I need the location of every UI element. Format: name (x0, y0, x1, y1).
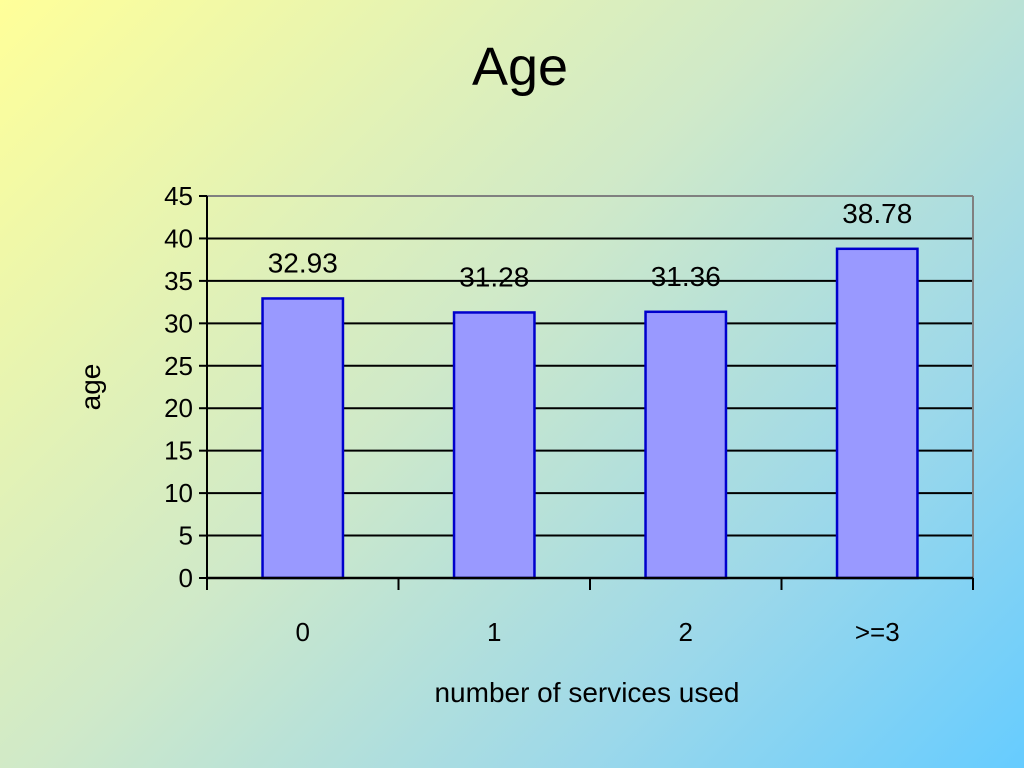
chart-title: Age (472, 37, 568, 97)
bars (261, 247, 919, 580)
data-label-3: 38.78 (842, 198, 912, 229)
y-tick-label: 0 (179, 563, 193, 593)
bar-1 (452, 311, 536, 580)
axes (199, 195, 974, 590)
y-tick-label: 10 (164, 478, 193, 508)
y-axis-label: age (75, 364, 106, 411)
y-tick-label: 5 (179, 521, 193, 551)
y-tick-label: 30 (164, 308, 193, 338)
y-tick-label: 35 (164, 266, 193, 296)
y-tick-label: 25 (164, 351, 193, 381)
y-tick-label: 20 (164, 393, 193, 423)
bar-3 (835, 247, 919, 580)
bar-2 (644, 310, 728, 580)
y-tick-label: 15 (164, 436, 193, 466)
data-label-2: 31.36 (651, 261, 721, 292)
y-tick-label: 40 (164, 223, 193, 253)
labels: 0 5 10 15 20 25 30 35 40 45 32.93 0 31.28 1 31.36 2 38.7… (164, 181, 912, 647)
bar-0 (261, 297, 345, 580)
data-label-1: 31.28 (459, 261, 529, 292)
y-tick-label: 45 (164, 181, 193, 211)
x-tick-label-0: 0 (296, 617, 310, 647)
data-label-0: 32.93 (268, 247, 338, 278)
x-tick-label-3: >=3 (855, 617, 900, 647)
x-tick-label-1: 1 (487, 617, 501, 647)
x-axis-label: number of services used (434, 677, 739, 708)
x-tick-label-2: 2 (679, 617, 693, 647)
